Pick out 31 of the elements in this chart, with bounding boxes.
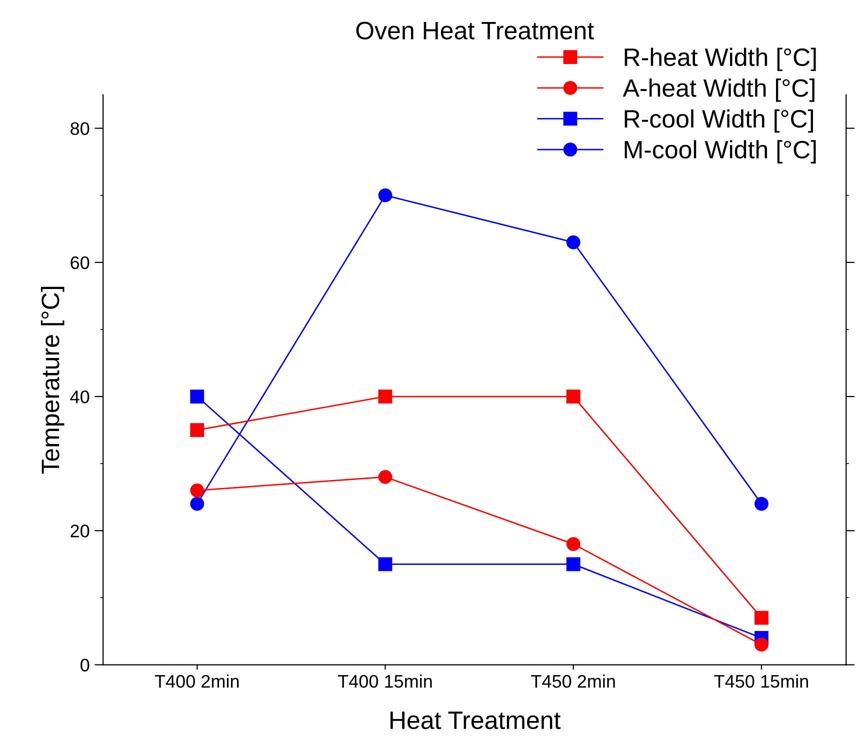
y-tick-label: 40 [70,390,90,404]
point [754,638,768,652]
point [754,496,768,511]
point [190,483,204,498]
point [754,610,768,625]
legend-label: R-heat Width [°C] [624,48,816,72]
x-tick-label: T400 15min [338,674,432,688]
point [190,496,204,511]
point [566,390,580,404]
legend-label: R-cool Width [°C] [624,109,813,133]
chart-title: Oven Heat Treatment [356,22,594,40]
point [566,537,580,552]
x-axis-title: Heat Treatment [390,712,561,730]
point [378,470,392,484]
point [378,557,392,572]
point [378,390,392,404]
x-tick-label: T450 2min [531,674,615,688]
x-tick-label: T400 2min [154,674,239,688]
y-tick-label: 20 [70,524,90,538]
y-tick-label: 0 [80,658,90,672]
legend-label: A-heat Width [°C] [622,78,814,102]
point [378,188,392,202]
point [190,423,204,437]
point [566,557,580,572]
point [566,235,580,250]
legend-label: M-cool Width [°C] [624,140,816,164]
x-tick-label: T450 15min [714,674,808,688]
y-tick-label: 60 [70,256,90,270]
y-axis-title: Temperature [°C] [40,286,64,474]
y-tick-label: 80 [70,122,90,135]
point [190,390,204,404]
